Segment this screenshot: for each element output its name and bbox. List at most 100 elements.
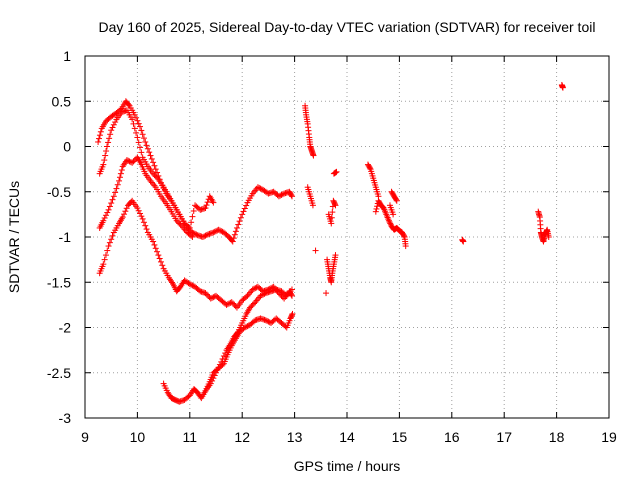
data-point (137, 144, 144, 151)
data-point (188, 232, 195, 239)
data-point (231, 231, 238, 238)
data-point (108, 200, 115, 207)
data-point (204, 199, 211, 206)
data-point (131, 125, 138, 132)
data-point (230, 235, 237, 242)
data-point (332, 202, 339, 209)
data-point (213, 228, 219, 235)
data-point (229, 238, 236, 245)
data-point (104, 209, 111, 216)
data-point (152, 173, 159, 180)
data-point (96, 132, 103, 139)
data-point (218, 358, 225, 365)
data-point (261, 290, 268, 297)
data-point (130, 158, 137, 165)
data-point (288, 193, 295, 200)
data-point (131, 111, 138, 118)
data-point (249, 301, 256, 308)
data-point (108, 236, 115, 243)
data-point (138, 127, 145, 134)
data-point (232, 228, 239, 235)
data-point (129, 159, 136, 166)
data-point (309, 202, 316, 209)
data-point (241, 205, 248, 212)
y-tick-label: -1.5 (47, 274, 71, 290)
x-tick-label: 9 (81, 429, 89, 445)
data-point (151, 162, 158, 169)
data-point (244, 323, 251, 330)
y-tick-label: -2 (59, 320, 72, 336)
data-point (210, 229, 217, 236)
data-point (218, 228, 225, 235)
x-tick-label: 18 (549, 429, 565, 445)
data-point (142, 222, 149, 229)
data-point (152, 166, 159, 173)
data-point (138, 213, 145, 220)
data-point (310, 152, 317, 159)
data-point (256, 184, 263, 191)
data-point (213, 369, 219, 376)
x-tick-label: 14 (339, 429, 355, 445)
data-point (108, 127, 115, 134)
data-point (199, 234, 206, 240)
data-point (228, 299, 235, 306)
data-point (150, 159, 157, 166)
data-point (328, 214, 335, 221)
data-point (139, 131, 146, 138)
data-point (207, 380, 214, 387)
data-point (112, 119, 119, 126)
data-point (227, 299, 234, 306)
data-point (224, 301, 231, 308)
data-point (97, 128, 104, 135)
data-point (116, 177, 123, 184)
data-point (134, 117, 141, 124)
data-point (202, 205, 209, 212)
data-point (243, 202, 250, 209)
data-point (331, 201, 338, 208)
data-point (112, 189, 119, 196)
data-point (216, 227, 223, 234)
data-point (390, 211, 397, 218)
data-point (107, 131, 114, 138)
data-point (211, 228, 218, 235)
data-point (559, 84, 566, 91)
data-point (210, 199, 217, 206)
x-tick-label: 19 (601, 429, 617, 445)
data-point (205, 292, 212, 299)
data-point (188, 219, 195, 226)
data-point (192, 230, 199, 237)
data-point (135, 139, 142, 146)
data-point (102, 152, 109, 159)
data-point (260, 291, 267, 298)
data-point (402, 243, 409, 250)
data-point (249, 286, 256, 293)
data-point (386, 219, 393, 226)
data-point (150, 238, 157, 245)
data-point (114, 181, 121, 188)
data-point (333, 168, 340, 175)
data-point (156, 255, 163, 262)
data-point (258, 292, 265, 299)
data-point (105, 206, 112, 213)
data-point (372, 208, 379, 215)
data-point (102, 212, 109, 219)
data-point (150, 170, 157, 177)
data-point (209, 294, 216, 301)
data-points (95, 81, 566, 405)
data-point (332, 252, 339, 259)
data-point (137, 210, 144, 217)
data-point (177, 221, 184, 228)
data-point (264, 317, 271, 324)
data-point (119, 214, 126, 221)
data-point (201, 233, 208, 240)
grid (85, 56, 609, 418)
y-axis-title: SDTVAR / TECUs (6, 181, 22, 293)
data-point (250, 300, 257, 307)
data-point (185, 223, 192, 230)
data-point (109, 232, 116, 239)
data-point (210, 375, 217, 382)
data-point (122, 208, 129, 215)
data-point (189, 234, 196, 240)
data-point (134, 205, 141, 212)
data-point (155, 252, 162, 259)
